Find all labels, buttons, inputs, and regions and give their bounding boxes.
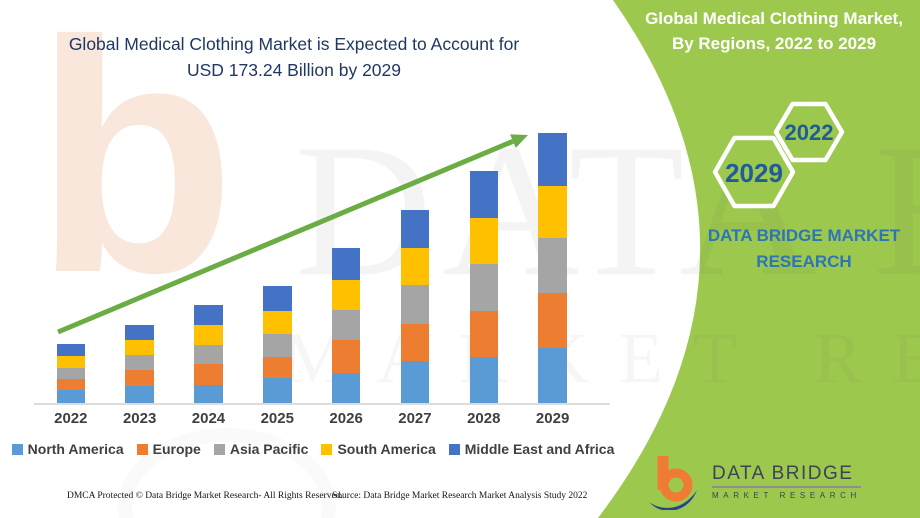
bar-segment-south-america-2023 [125,339,154,355]
bar-segment-north-america-2029 [538,348,567,404]
bar-segment-middle-east-and-africa-2027 [400,209,430,248]
bar-segment-south-america-2025 [263,311,292,334]
bar-segment-europe-2029 [538,293,567,349]
x-axis-label-2024: 2024 [191,410,226,427]
bar-segment-europe-2024 [194,363,223,385]
bar-segment-middle-east-and-africa-2023 [125,324,154,340]
x-axis-label-2029: 2029 [535,410,570,427]
bar-2023 [125,324,154,404]
legend-swatch-icon [136,443,148,455]
bar-segment-europe-2026 [331,340,361,374]
logo-b-bowl [659,468,693,502]
x-axis-label-2025: 2025 [260,410,294,427]
data-bridge-logo-icon [649,456,697,510]
x-axis-label-2022: 2022 [54,410,88,427]
legend-swatch-icon [321,443,333,455]
panel-brand-line2: RESEARCH [756,251,852,271]
bar-segment-south-america-2026 [331,280,361,311]
dmca-notice: DMCA Protected © Data Bridge Market Rese… [67,491,343,501]
panel-title-line1: Global Medical Clothing Market, [645,9,903,28]
data-bridge-logo: DATA BRIDGE MARKET RESEARCH [646,452,861,510]
chart-title: Global Medical Clothing Market is Expect… [48,31,540,84]
bar-2026 [331,247,361,404]
hexagon-2022-label: 2022 [784,120,834,145]
bar-segment-middle-east-and-africa-2029 [538,132,567,186]
legend-label: Asia Pacific [229,441,309,457]
x-axis-baseline [34,403,610,405]
legend-swatch-icon [11,443,23,455]
bar-segment-europe-2023 [125,370,154,386]
legend-swatch-icon [448,443,460,455]
bar-segment-north-america-2022 [56,390,86,404]
chart-legend: North America Europe Asia Pacific South Ame… [11,441,614,457]
chart-title-line1: Global Medical Clothing Market is Expect… [68,34,520,54]
bar-2029 [538,132,567,404]
bar-segment-europe-2022 [56,378,86,391]
panel-brand-text: DATA BRIDGE MARKET RESEARCH [688,223,920,274]
source-note: Source: Data Bridge Market Research Mark… [332,491,588,501]
bar-segment-asia-pacific-2028 [469,263,499,311]
bar-segment-south-america-2022 [56,356,86,368]
x-axis-label-2026: 2026 [329,410,363,427]
bar-2025 [263,285,292,404]
bar-segment-north-america-2028 [469,356,499,404]
legend-item-middle-east-and-africa: Middle East and Africa [448,441,615,457]
logo-swoosh [649,490,697,510]
chart-title-line2: USD 173.24 Billion by 2029 [186,60,402,81]
bar-segment-asia-pacific-2025 [263,333,292,357]
x-axis-label-2027: 2027 [398,410,432,427]
hexagon-2029-label: 2029 [725,158,783,188]
bar-segment-north-america-2023 [125,385,154,404]
bar-segment-south-america-2024 [194,324,223,345]
bar-segment-middle-east-and-africa-2028 [469,171,499,218]
bar-segment-north-america-2026 [331,373,361,404]
legend-label: Europe [152,441,201,457]
logo-text-line1: DATA BRIDGE [712,463,861,488]
bar-segment-south-america-2028 [469,217,499,264]
legend-label: Middle East and Africa [464,441,615,457]
bar-segment-europe-2025 [263,356,292,378]
bar-segment-north-america-2025 [263,377,292,404]
legend-label: North America [27,441,124,457]
x-axis-label-2023: 2023 [122,410,157,427]
bar-segment-south-america-2027 [400,247,430,286]
bar-segment-europe-2027 [400,323,430,362]
bar-segment-asia-pacific-2024 [194,344,223,364]
bar-segment-asia-pacific-2027 [400,285,430,324]
bar-segment-south-america-2029 [538,185,567,239]
bar-segment-middle-east-and-africa-2022 [56,343,86,357]
bar-segment-asia-pacific-2022 [56,367,86,379]
legend-item-europe: Europe [136,441,201,457]
panel-title: Global Medical Clothing Market, By Regio… [628,7,920,56]
legend-swatch-icon [213,443,225,455]
logo-text-line2: MARKET RESEARCH [712,490,861,500]
bar-2027 [400,209,430,404]
bar-segment-north-america-2027 [400,361,430,404]
legend-label: South America [337,441,436,457]
bar-segment-asia-pacific-2026 [331,310,361,341]
legend-item-asia-pacific: Asia Pacific [213,441,309,457]
bar-2022 [56,343,86,404]
panel-title-line2: By Regions, 2022 to 2029 [671,33,877,53]
bar-segment-north-america-2024 [194,384,223,404]
panel-brand-line1: DATA BRIDGE MARKET [707,226,901,245]
x-axis-label-2028: 2028 [467,410,501,427]
bar-2028 [469,171,499,404]
bar-segment-middle-east-and-africa-2025 [263,285,292,312]
legend-item-north-america: North America [11,441,124,457]
bar-segment-asia-pacific-2023 [125,354,154,371]
logo-text: DATA BRIDGE MARKET RESEARCH [712,463,861,500]
bar-segment-middle-east-and-africa-2026 [331,247,361,281]
bar-segment-europe-2028 [469,310,499,357]
bar-segment-middle-east-and-africa-2024 [194,305,223,325]
bar-2024 [194,305,223,404]
legend-item-south-america: South America [321,441,436,457]
bar-segment-asia-pacific-2029 [538,238,567,294]
